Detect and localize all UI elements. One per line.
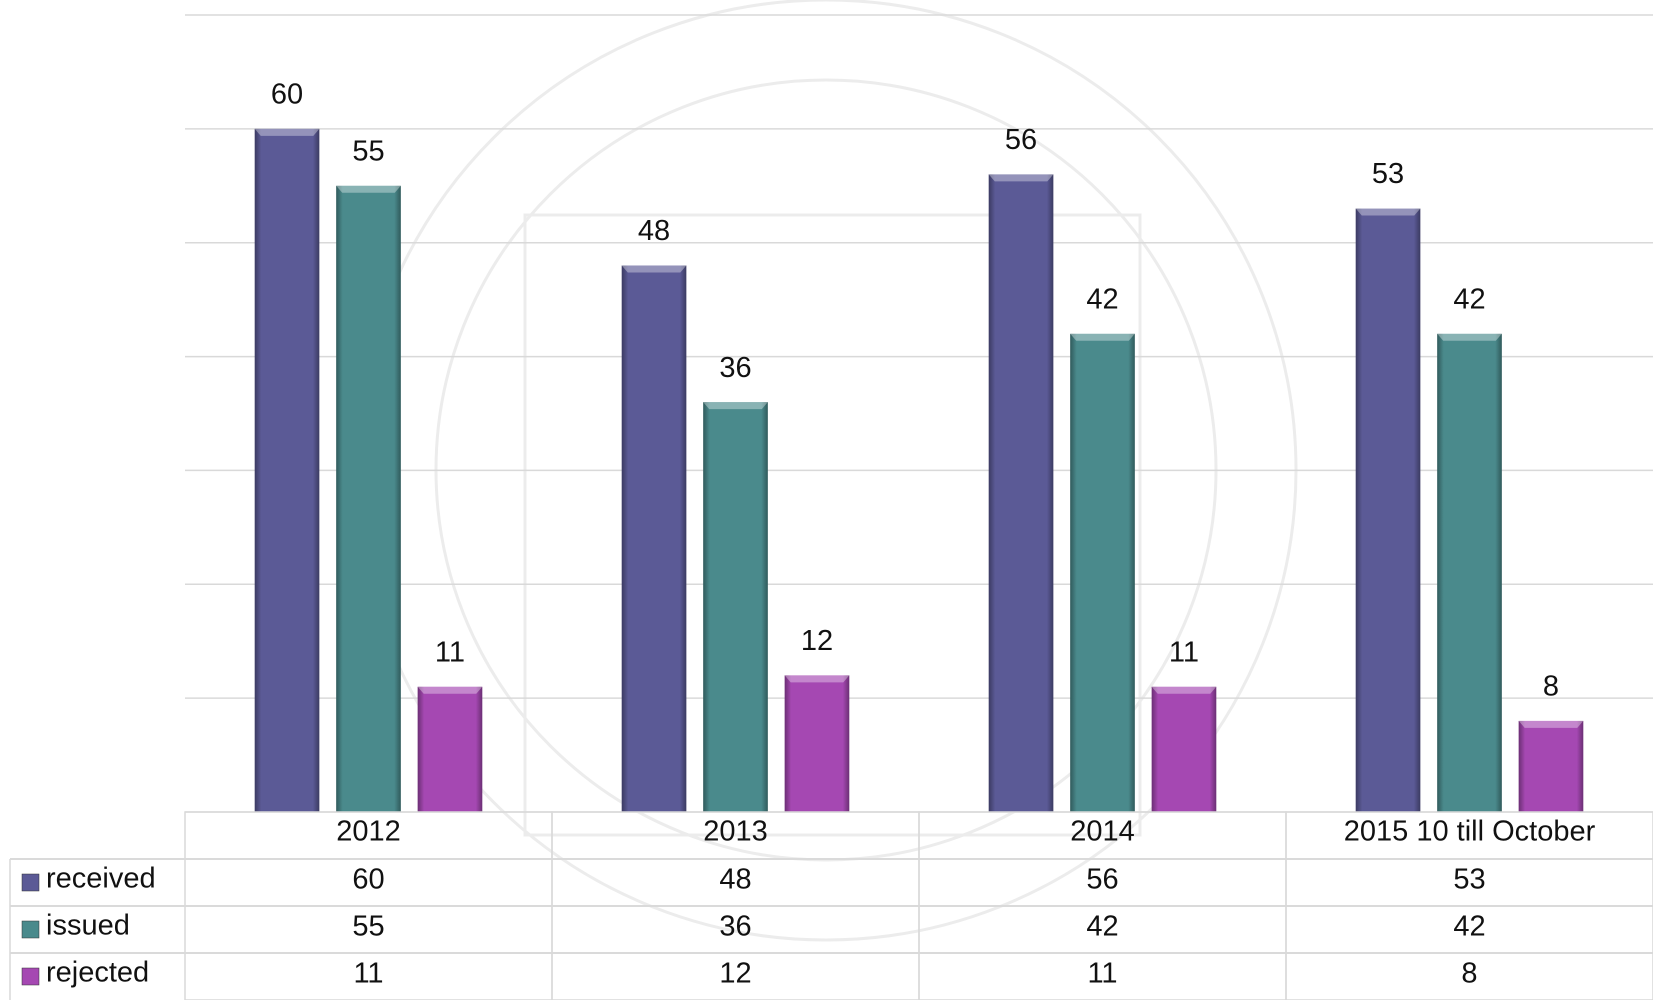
bar-shade (254, 128, 320, 812)
bar-group (1518, 720, 1584, 812)
bar-shade (988, 174, 1054, 812)
bar-shade (1355, 208, 1421, 813)
table-value: 36 (719, 911, 751, 943)
data-label: 56 (1005, 124, 1037, 156)
table-value: 11 (353, 958, 383, 990)
data-label: 12 (801, 625, 833, 657)
legend-label: issued (46, 910, 130, 942)
data-label: 60 (271, 79, 303, 111)
table-value: 53 (1453, 864, 1485, 896)
bar-cap (784, 675, 850, 683)
bar-group (1151, 686, 1217, 812)
legend-swatch (21, 967, 40, 986)
bar-shade (1437, 333, 1502, 812)
bar-group (1070, 333, 1135, 812)
bar-group (1437, 333, 1502, 812)
bar-cap (336, 185, 401, 193)
x-tick-label: 2013 (703, 816, 768, 848)
bar-group (784, 675, 850, 812)
bar-cap (703, 402, 768, 410)
bar-group (703, 402, 768, 812)
legend-swatch (21, 920, 40, 939)
bar-shade (417, 686, 483, 812)
bar-shade (336, 185, 401, 813)
bar-cap (1437, 333, 1502, 341)
bar-group (988, 174, 1054, 812)
data-label: 11 (435, 636, 465, 668)
x-tick-label: 2012 (336, 816, 401, 848)
bar-shade (784, 675, 850, 812)
legend-label: received (46, 863, 156, 895)
data-label: 55 (352, 135, 384, 167)
bar-cap (1070, 333, 1135, 341)
x-tick-label: 2014 (1070, 816, 1135, 848)
data-label: 48 (638, 215, 670, 247)
table-value: 48 (719, 864, 751, 896)
bar-group (336, 185, 401, 813)
data-label: 36 (719, 352, 751, 384)
bar-cap (1151, 686, 1217, 694)
table-value: 60 (352, 864, 384, 896)
bar-cap (621, 265, 687, 273)
bar-cap (1518, 720, 1584, 728)
table-value: 42 (1453, 911, 1485, 943)
x-tick-label: 2015 10 till October (1344, 816, 1596, 848)
table-value: 12 (719, 958, 751, 990)
data-label: 42 (1086, 283, 1118, 315)
bar-cap (254, 128, 320, 136)
table-value: 8 (1461, 958, 1477, 990)
data-label: 8 (1543, 671, 1559, 703)
table-value: 55 (352, 911, 384, 943)
table-value: 11 (1087, 958, 1117, 990)
bar-group (417, 686, 483, 812)
bar-group (1355, 208, 1421, 813)
bar-shade (621, 265, 687, 812)
bar-group (254, 128, 320, 812)
legend-label: rejected (46, 957, 149, 989)
data-label: 53 (1372, 158, 1404, 190)
table-value: 42 (1086, 911, 1118, 943)
bar-shade (1151, 686, 1217, 812)
bar-shade (703, 402, 768, 812)
data-label: 11 (1169, 636, 1199, 668)
bar-shade (1518, 720, 1584, 812)
data-label: 42 (1453, 283, 1485, 315)
bar-cap (417, 686, 483, 694)
bar-group (621, 265, 687, 812)
bar-cap (1355, 208, 1421, 216)
legend-swatch (21, 873, 40, 892)
bar-cap (988, 174, 1054, 182)
bar-shade (1070, 333, 1135, 812)
table-value: 56 (1086, 864, 1118, 896)
